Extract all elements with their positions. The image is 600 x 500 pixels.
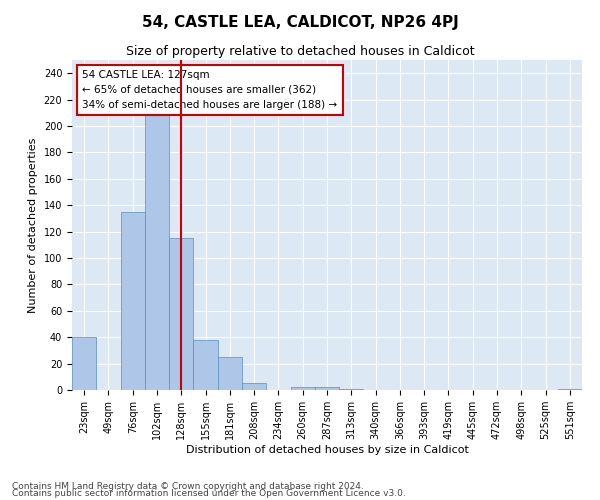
- Text: 54 CASTLE LEA: 127sqm
← 65% of detached houses are smaller (362)
34% of semi-det: 54 CASTLE LEA: 127sqm ← 65% of detached …: [82, 70, 337, 110]
- Text: Contains HM Land Registry data © Crown copyright and database right 2024.: Contains HM Land Registry data © Crown c…: [12, 482, 364, 491]
- Bar: [558, 388, 582, 390]
- Bar: [290, 388, 315, 390]
- Text: Size of property relative to detached houses in Caldicot: Size of property relative to detached ho…: [125, 45, 475, 58]
- X-axis label: Distribution of detached houses by size in Caldicot: Distribution of detached houses by size …: [185, 445, 469, 455]
- Bar: [242, 384, 266, 390]
- Text: 54, CASTLE LEA, CALDICOT, NP26 4PJ: 54, CASTLE LEA, CALDICOT, NP26 4PJ: [142, 15, 458, 30]
- Bar: [169, 238, 193, 390]
- Bar: [218, 357, 242, 390]
- Bar: [315, 388, 339, 390]
- Bar: [121, 212, 145, 390]
- Bar: [145, 86, 169, 390]
- Bar: [339, 388, 364, 390]
- Text: Contains public sector information licensed under the Open Government Licence v3: Contains public sector information licen…: [12, 489, 406, 498]
- Bar: [72, 337, 96, 390]
- Bar: [193, 340, 218, 390]
- Y-axis label: Number of detached properties: Number of detached properties: [28, 138, 38, 312]
